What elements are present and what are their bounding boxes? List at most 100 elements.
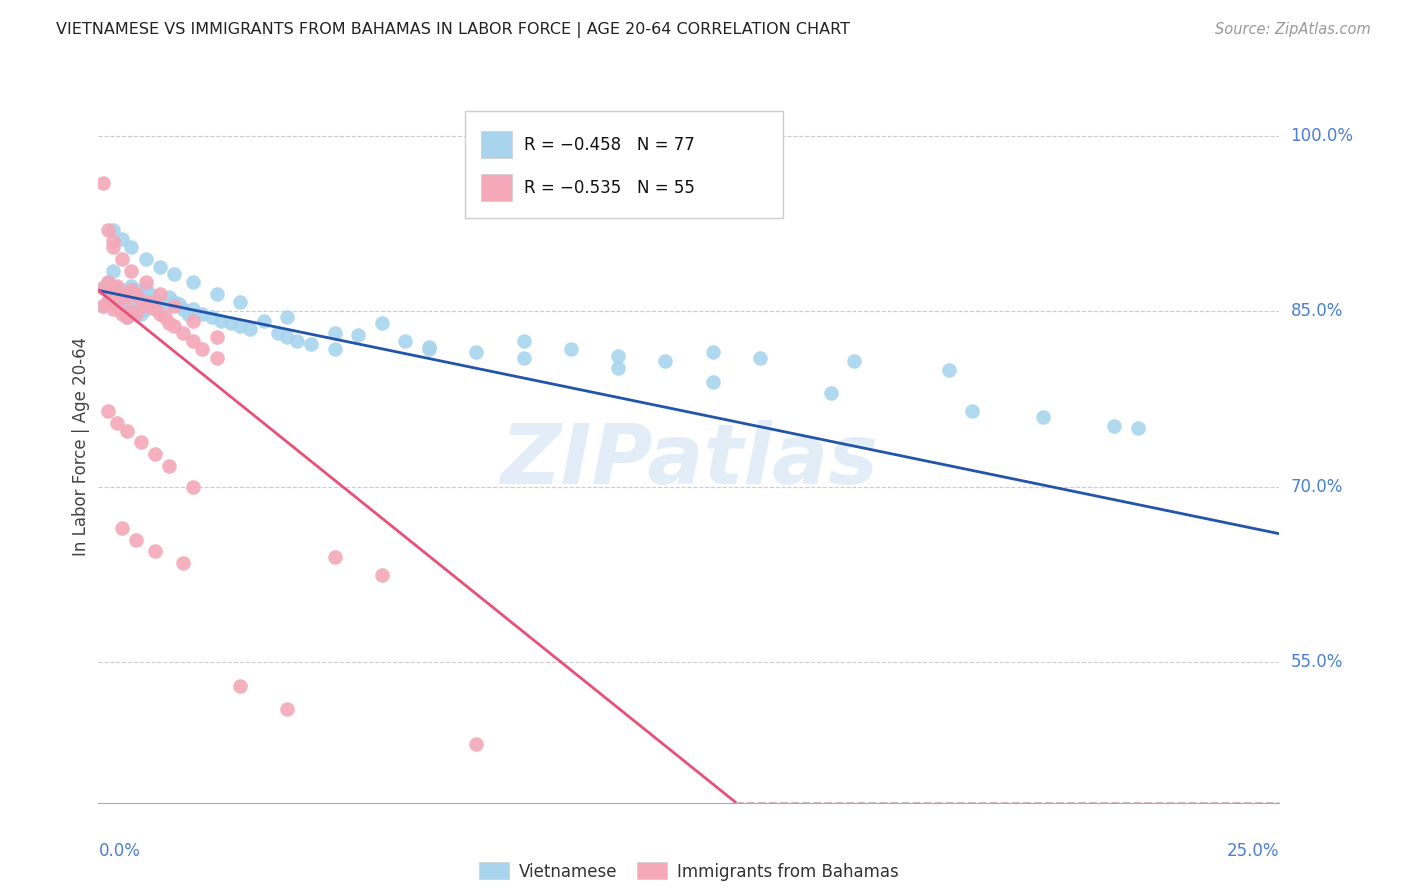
Point	[172, 302, 194, 317]
Point	[267, 326, 290, 340]
Point	[101, 263, 124, 277]
Point	[163, 299, 186, 313]
Point	[181, 334, 204, 348]
Point	[371, 316, 394, 330]
Point	[149, 287, 172, 301]
Point	[115, 287, 138, 301]
Point	[91, 281, 114, 295]
Point	[105, 278, 128, 293]
Point	[91, 299, 114, 313]
Point	[101, 234, 124, 248]
Point	[654, 353, 676, 368]
Point	[121, 278, 143, 293]
Point	[229, 318, 252, 333]
Point	[143, 302, 166, 317]
Text: R = −0.535   N = 55: R = −0.535 N = 55	[523, 178, 695, 196]
Point	[101, 222, 124, 236]
Point	[121, 284, 143, 298]
Text: 0.0%: 0.0%	[98, 842, 141, 860]
Point	[139, 287, 162, 301]
Point	[299, 337, 322, 351]
Point	[153, 299, 176, 313]
Point	[125, 533, 148, 547]
Point	[191, 307, 214, 321]
Point	[111, 521, 134, 535]
Point	[163, 295, 186, 310]
Point	[143, 293, 166, 307]
Point	[97, 275, 120, 289]
Point	[181, 314, 204, 328]
Point	[111, 284, 134, 298]
Point	[607, 349, 630, 363]
Point	[276, 330, 298, 344]
Point	[418, 340, 440, 354]
Point	[129, 435, 152, 450]
Point	[177, 307, 200, 321]
Point	[125, 302, 148, 317]
Point	[347, 327, 370, 342]
Point	[125, 307, 148, 321]
Point	[111, 232, 134, 246]
Point	[149, 307, 172, 321]
Legend: Vietnamese, Immigrants from Bahamas: Vietnamese, Immigrants from Bahamas	[472, 855, 905, 888]
Point	[111, 307, 134, 321]
Point	[172, 556, 194, 570]
Point	[201, 310, 224, 325]
Point	[323, 326, 346, 340]
Point	[512, 351, 534, 366]
Point	[105, 281, 128, 295]
Point	[702, 375, 724, 389]
Point	[157, 316, 180, 330]
Point	[239, 322, 262, 336]
Point	[101, 284, 124, 298]
Point	[125, 287, 148, 301]
Point	[111, 287, 134, 301]
Point	[97, 404, 120, 418]
Point	[219, 316, 242, 330]
Point	[135, 252, 157, 266]
Point	[205, 330, 228, 344]
Point	[129, 285, 152, 300]
Point	[938, 363, 960, 377]
Point	[135, 275, 157, 289]
Point	[465, 737, 488, 751]
Point	[1126, 421, 1149, 435]
Point	[153, 310, 176, 325]
Point	[111, 252, 134, 266]
Point	[129, 293, 152, 307]
Point	[157, 458, 180, 473]
Point	[276, 310, 298, 325]
Point	[121, 263, 143, 277]
Point	[209, 314, 232, 328]
Text: R = −0.458   N = 77: R = −0.458 N = 77	[523, 136, 695, 153]
Text: Source: ZipAtlas.com: Source: ZipAtlas.com	[1215, 22, 1371, 37]
Point	[163, 267, 186, 281]
Point	[115, 424, 138, 438]
Point	[181, 302, 204, 317]
Text: 100.0%: 100.0%	[1291, 127, 1354, 145]
Point	[149, 260, 172, 274]
Point	[560, 342, 582, 356]
Point	[111, 304, 134, 318]
Text: ZIPatlas: ZIPatlas	[501, 420, 877, 500]
Point	[181, 275, 204, 289]
Point	[205, 351, 228, 366]
Point	[844, 353, 866, 368]
Point	[135, 299, 157, 313]
Point	[105, 416, 128, 430]
Point	[97, 293, 120, 307]
Point	[125, 284, 148, 298]
Point	[181, 480, 204, 494]
Point	[143, 447, 166, 461]
Text: 85.0%: 85.0%	[1291, 302, 1343, 320]
Point	[167, 297, 190, 311]
Y-axis label: In Labor Force | Age 20-64: In Labor Force | Age 20-64	[72, 336, 90, 556]
Point	[465, 345, 488, 359]
Point	[129, 307, 152, 321]
Point	[285, 334, 308, 348]
Point	[323, 342, 346, 356]
Point	[101, 240, 124, 254]
Point	[97, 222, 120, 236]
Point	[702, 345, 724, 359]
Point	[115, 310, 138, 325]
